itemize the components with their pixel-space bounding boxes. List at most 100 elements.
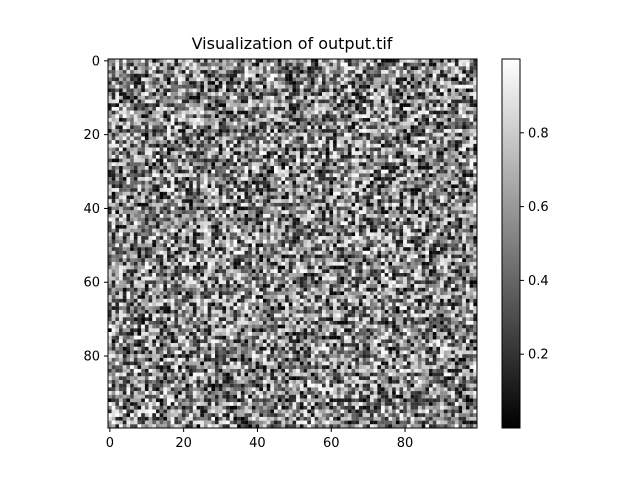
heatmap-cell [181, 151, 186, 155]
heatmap-cell [384, 162, 389, 167]
heatmap-cell [314, 84, 319, 89]
heatmap-cell [296, 191, 300, 196]
heatmap-cell [277, 143, 282, 148]
heatmap-cell [215, 221, 219, 226]
heatmap-cell [318, 191, 323, 196]
heatmap-cell [436, 184, 441, 189]
heatmap-cell [454, 202, 459, 207]
heatmap-cell [344, 62, 348, 67]
heatmap-cell [119, 239, 123, 244]
heatmap-cell [395, 217, 400, 222]
heatmap-cell [262, 206, 267, 211]
heatmap-cell [222, 225, 227, 229]
heatmap-cell [336, 158, 341, 163]
heatmap-cell [259, 132, 264, 137]
heatmap-cell [215, 73, 219, 78]
heatmap-cell [152, 140, 157, 144]
heatmap-cell [410, 92, 415, 96]
heatmap-cell [384, 151, 389, 155]
heatmap-cell [244, 62, 249, 67]
heatmap-cell [473, 143, 478, 148]
heatmap-cell [285, 88, 289, 93]
heatmap-cell [395, 84, 400, 89]
heatmap-cell [111, 228, 116, 233]
heatmap-cell [344, 195, 348, 200]
heatmap-cell [436, 162, 441, 167]
heatmap-cell [277, 154, 282, 159]
heatmap-cell [451, 110, 455, 115]
heatmap-cell [240, 232, 245, 237]
heatmap-cell [440, 195, 444, 200]
heatmap-cell [314, 151, 319, 155]
heatmap-cell [192, 95, 197, 100]
heatmap-cell [377, 110, 382, 115]
heatmap-cell [299, 84, 304, 89]
heatmap-cell [281, 59, 286, 63]
heatmap-cell [200, 188, 204, 192]
heatmap-cell [255, 191, 260, 196]
heatmap-cell [458, 162, 463, 167]
heatmap-cell [266, 92, 271, 96]
heatmap-cell [178, 118, 182, 122]
heatmap-cell [392, 140, 396, 144]
heatmap-cell [458, 73, 463, 78]
heatmap-cell [248, 73, 252, 78]
heatmap-cell [244, 118, 249, 122]
heatmap-cell [377, 147, 382, 152]
heatmap-cell [310, 210, 315, 215]
heatmap-cell [362, 199, 367, 203]
heatmap-cell [126, 81, 131, 85]
heatmap-cell [429, 121, 433, 126]
heatmap-cell [115, 221, 120, 226]
heatmap-cell [185, 73, 190, 78]
heatmap-cell [170, 70, 175, 74]
heatmap-cell [144, 106, 149, 111]
heatmap-cell [274, 210, 278, 215]
heatmap-cell [207, 121, 212, 126]
heatmap-cell [233, 202, 238, 207]
heatmap-cell [152, 110, 157, 115]
heatmap-cell [395, 143, 400, 148]
heatmap-cell [270, 125, 275, 130]
heatmap-cell [432, 147, 437, 152]
heatmap-cell [355, 188, 359, 192]
heatmap-cell [167, 210, 171, 215]
heatmap-cell [469, 173, 474, 178]
heatmap-cell [436, 143, 441, 148]
heatmap-cell [262, 184, 267, 189]
heatmap-cell [403, 103, 407, 108]
heatmap-cell [366, 84, 371, 89]
heatmap-cell [137, 103, 142, 108]
heatmap-cell [329, 206, 334, 211]
heatmap-cell [229, 206, 234, 211]
heatmap-cell [155, 140, 160, 144]
heatmap-cell [244, 151, 249, 155]
heatmap-cell [178, 70, 182, 74]
heatmap-cell [318, 169, 323, 174]
heatmap-cell [144, 129, 149, 133]
heatmap-cell [251, 221, 256, 226]
heatmap-cell [451, 180, 455, 185]
heatmap-cell [473, 217, 478, 222]
heatmap-cell [351, 217, 356, 222]
heatmap-cell [299, 77, 304, 82]
heatmap-cell [240, 199, 245, 203]
heatmap-cell [451, 106, 455, 111]
heatmap-cell [159, 232, 164, 237]
heatmap-cell [325, 221, 330, 226]
heatmap-cell [362, 118, 367, 122]
heatmap-cell [307, 66, 312, 71]
heatmap-cell [325, 99, 330, 104]
heatmap-cell [454, 199, 459, 203]
heatmap-cell [270, 188, 275, 192]
heatmap-cell [373, 199, 378, 203]
heatmap-cell [211, 166, 216, 170]
heatmap-cell [425, 206, 430, 211]
heatmap-cell [329, 236, 334, 240]
heatmap-cell [458, 191, 463, 196]
heatmap-cell [196, 147, 201, 152]
heatmap-cell [410, 125, 415, 130]
heatmap-cell [395, 147, 400, 152]
heatmap-cell [285, 213, 289, 218]
heatmap-cell [192, 106, 197, 111]
